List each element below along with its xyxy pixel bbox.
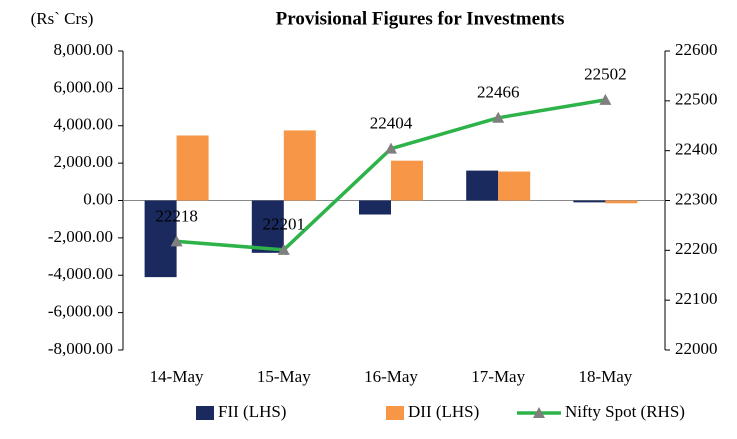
bar	[176, 135, 209, 201]
x-tick-label: 16-May	[364, 367, 418, 386]
y2-tick-label: 22400	[675, 140, 718, 159]
y2-tick-label: 22500	[675, 90, 718, 109]
bar	[251, 200, 284, 253]
y-tick-label: 8,000.00	[54, 40, 114, 59]
chart-title: Provisional Figures for Investments	[276, 8, 565, 29]
y2-tick-label: 22000	[675, 339, 718, 358]
legend-label: FII (LHS)	[218, 402, 286, 421]
data-label: 22404	[370, 114, 413, 133]
bar	[391, 160, 423, 201]
legend-label: Nifty Spot (RHS)	[565, 402, 685, 421]
line-marker	[277, 243, 290, 255]
line-marker	[492, 111, 505, 123]
legend-swatch	[196, 406, 214, 420]
bar	[605, 200, 638, 204]
x-tick-label: 14-May	[150, 367, 204, 386]
bar	[466, 170, 499, 201]
y-tick-label: 2,000.00	[54, 152, 114, 171]
bar	[144, 200, 177, 278]
data-label: 22466	[477, 83, 520, 102]
x-tick-label: 18-May	[578, 367, 632, 386]
y2-tick-label: 22300	[675, 189, 718, 208]
bar	[359, 200, 391, 215]
y-axis-label: (Rs` Crs)	[31, 9, 94, 28]
y-tick-label: -4,000.00	[48, 264, 113, 283]
y-tick-label: 0.00	[83, 189, 113, 208]
line-marker	[170, 235, 183, 247]
data-label: 22218	[155, 206, 198, 225]
data-label: 22502	[584, 65, 627, 84]
bar	[573, 200, 606, 203]
y2-tick-label: 22600	[675, 40, 718, 59]
y-tick-label: 6,000.00	[54, 77, 114, 96]
y-tick-label: 4,000.00	[54, 115, 114, 134]
x-tick-label: 15-May	[257, 367, 311, 386]
bar	[498, 171, 531, 201]
y-tick-label: -8,000.00	[48, 339, 113, 358]
y-tick-label: -6,000.00	[48, 302, 113, 321]
legend-marker	[533, 407, 545, 418]
legend-swatch	[386, 406, 404, 420]
y2-tick-label: 22200	[675, 239, 718, 258]
line-marker	[385, 142, 397, 154]
legend-label: DII (LHS)	[408, 402, 479, 421]
y-tick-label: -2,000.00	[48, 227, 113, 246]
data-label: 22201	[263, 215, 306, 234]
x-tick-label: 17-May	[471, 367, 525, 386]
y2-tick-label: 22100	[675, 289, 718, 308]
bar	[283, 130, 316, 201]
line-marker	[599, 93, 612, 105]
